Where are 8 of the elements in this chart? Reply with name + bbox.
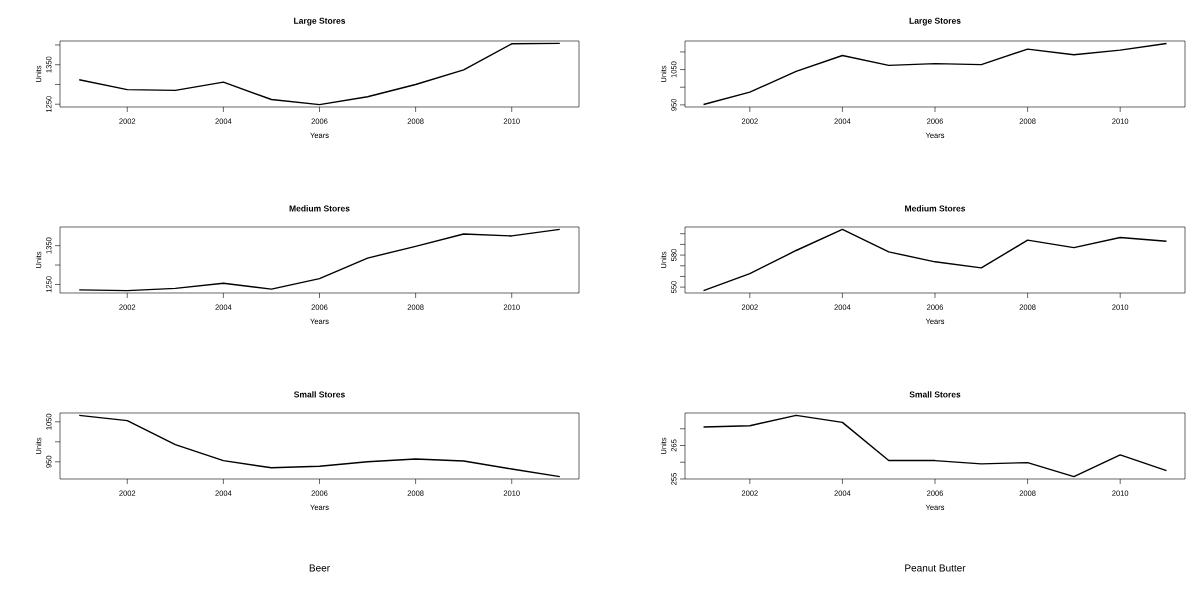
chart-title: Large Stores xyxy=(294,17,346,26)
chart-title: Medium Stores xyxy=(905,205,966,212)
text: Peanut Butter xyxy=(905,564,966,572)
chart-title: Medium Stores xyxy=(289,205,350,212)
text: Beer xyxy=(309,564,330,572)
chart-title: Small Stores xyxy=(294,391,345,398)
chart-title: Large Stores xyxy=(909,17,961,26)
chart-title: Small Stores xyxy=(909,391,961,398)
